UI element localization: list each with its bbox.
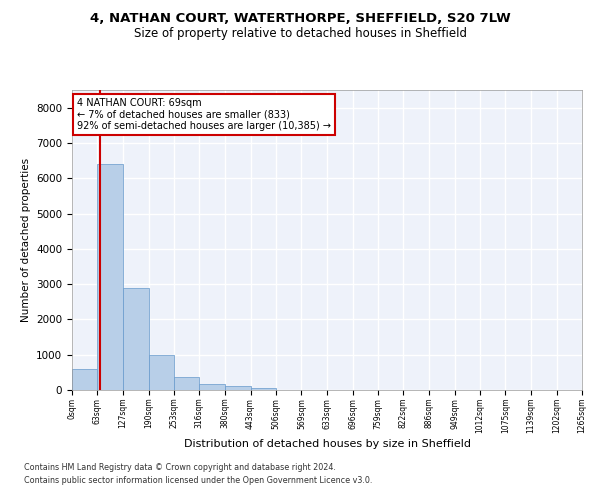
Bar [123,288,149,390]
Bar [149,354,174,390]
Bar [225,386,251,390]
X-axis label: Distribution of detached houses by size in Sheffield: Distribution of detached houses by size … [184,439,470,449]
Y-axis label: Number of detached properties: Number of detached properties [20,158,31,322]
Text: 4 NATHAN COURT: 69sqm
← 7% of detached houses are smaller (833)
92% of semi-deta: 4 NATHAN COURT: 69sqm ← 7% of detached h… [77,98,331,130]
Bar [97,164,123,390]
Bar [251,388,276,390]
Text: Contains HM Land Registry data © Crown copyright and database right 2024.: Contains HM Land Registry data © Crown c… [24,464,336,472]
Text: Contains public sector information licensed under the Open Government Licence v3: Contains public sector information licen… [24,476,373,485]
Text: 4, NATHAN COURT, WATERTHORPE, SHEFFIELD, S20 7LW: 4, NATHAN COURT, WATERTHORPE, SHEFFIELD,… [89,12,511,26]
Bar [199,384,225,390]
Text: Size of property relative to detached houses in Sheffield: Size of property relative to detached ho… [133,28,467,40]
Bar [174,377,199,390]
Bar [72,369,97,390]
